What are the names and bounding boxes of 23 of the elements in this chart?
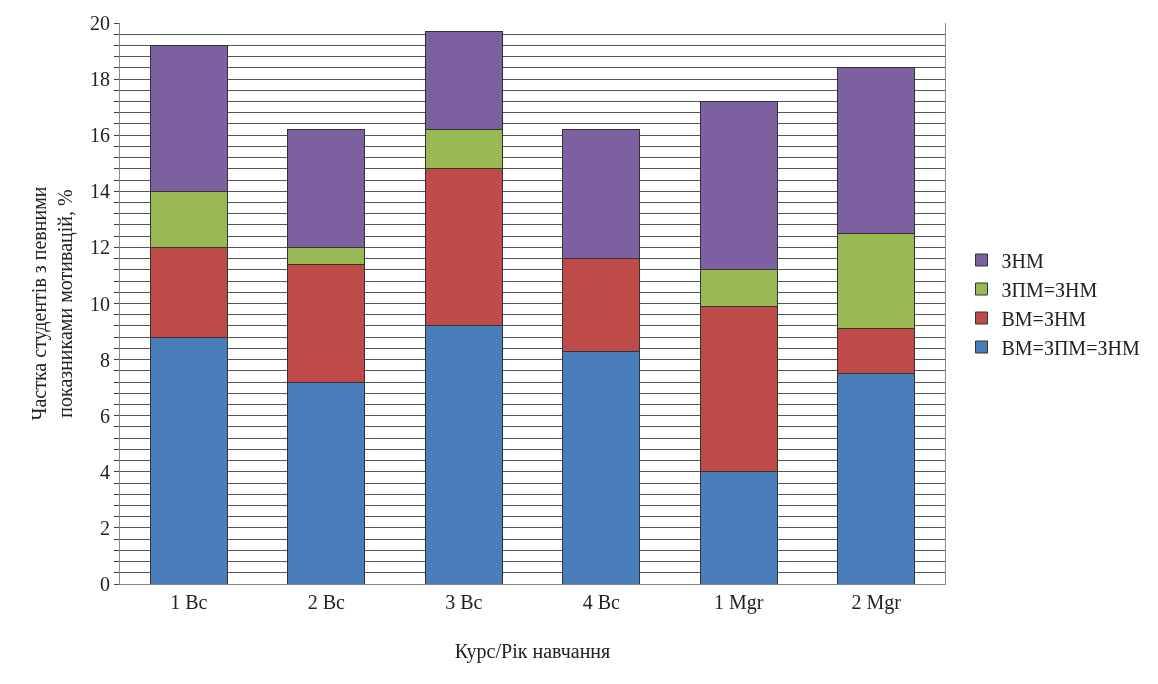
y-axis-title: Частка студентів з певними показниками мотивацій, % [27,186,77,421]
x-tick-label: 1 Bc [170,591,208,613]
x-tick-label: 2 Mgr [851,591,902,614]
x-tick-label: 2 Bc [307,591,345,613]
x-tick-label: 3 Bc [445,591,483,613]
x-tick-label: 4 Bc [582,591,620,613]
x-tick-label: 1 Mgr [714,591,764,614]
y-tick-label: 18 [90,68,110,91]
legend-label: ЗНМ [1001,249,1044,272]
y-tick-label: 16 [90,124,110,147]
y-tick-label: 2 [100,516,110,539]
legend-label: ВМ=ЗНМ [1001,307,1087,330]
legend-label: ЗПМ=ЗНМ [1001,278,1098,301]
y-tick-label: 0 [100,573,110,595]
y-tick-label: 8 [100,348,110,371]
y-tick-label: 12 [90,236,110,259]
y-tick-label: 20 [90,12,110,34]
y-tick-label: 14 [90,180,110,203]
y-tick-label: 10 [90,292,110,315]
y-tick-label: 4 [100,460,110,483]
legend-label: ВМ=ЗПМ=ЗНМ [1001,336,1140,359]
x-axis-title: Курс/Рік навчання [454,639,611,663]
y-tick-label: 6 [100,404,110,427]
